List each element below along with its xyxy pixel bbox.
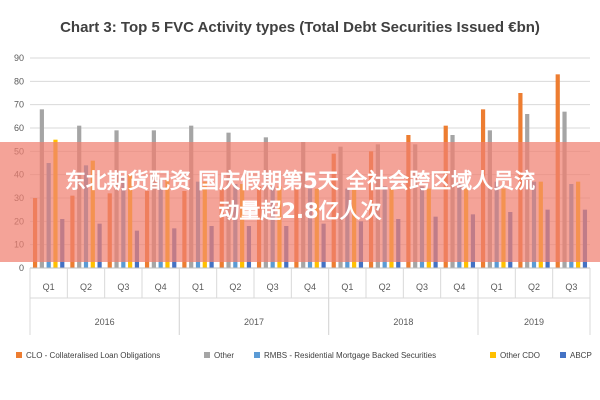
x-tick-label: Q1 [192, 282, 204, 292]
legend-label: CLO - Collateralised Loan Obligations [26, 351, 160, 360]
y-tick-label: 60 [14, 123, 24, 133]
year-label: 2016 [95, 317, 115, 327]
legend-swatch [560, 352, 566, 358]
legend-swatch [254, 352, 260, 358]
x-tick-label: Q1 [341, 282, 353, 292]
chart-title: Chart 3: Top 5 FVC Activity types (Total… [60, 19, 540, 36]
y-tick-label: 0 [19, 263, 24, 273]
overlay-line-1: 东北期货配资 国庆假期第5天 全社会跨区域人员流 [64, 169, 536, 193]
legend-label: ABCP [570, 351, 592, 360]
x-tick-label: Q2 [229, 282, 241, 292]
x-axis: Q1 Q2 Q3 Q4 Q1 Q2 Q3 Q4 Q1 Q2 Q3 Q4 Q1 Q2 Q3 2016 2017 20… [29, 267, 591, 335]
x-tick-label: Q3 [117, 282, 129, 292]
legend-swatch [490, 352, 496, 358]
legend-swatch [204, 352, 210, 358]
x-tick-label: Q2 [528, 282, 540, 292]
overlay-headline: 东北期货配资 国庆假期第5天 全社会跨区域人员流 动量超2.8亿人次 [0, 166, 600, 226]
overlay-line-2: 动量超2.8亿人次 [218, 199, 382, 223]
x-tick-label: Q1 [43, 282, 55, 292]
x-tick-label: Q3 [565, 282, 577, 292]
x-tick-label: Q4 [155, 282, 167, 292]
year-label: 2018 [393, 317, 413, 327]
legend-label: Other [214, 351, 234, 360]
legend-swatch [16, 352, 22, 358]
x-tick-label: Q2 [379, 282, 391, 292]
x-tick-label: Q3 [416, 282, 428, 292]
year-label: 2017 [244, 317, 264, 327]
x-tick-label: Q3 [267, 282, 279, 292]
y-tick-label: 70 [14, 100, 24, 110]
legend-label: RMBS - Residential Mortgage Backed Secur… [264, 351, 436, 360]
legend-label: Other CDO [500, 351, 540, 360]
year-label: 2019 [524, 317, 544, 327]
y-tick-label: 90 [14, 53, 24, 63]
x-tick-label: Q2 [80, 282, 92, 292]
x-tick-label: Q1 [491, 282, 503, 292]
x-tick-label: Q4 [453, 282, 465, 292]
legend: CLO - Collateralised Loan Obligations Oth… [16, 351, 592, 360]
y-tick-label: 80 [14, 76, 24, 86]
x-tick-label: Q4 [304, 282, 316, 292]
overlay-banner [0, 142, 600, 262]
